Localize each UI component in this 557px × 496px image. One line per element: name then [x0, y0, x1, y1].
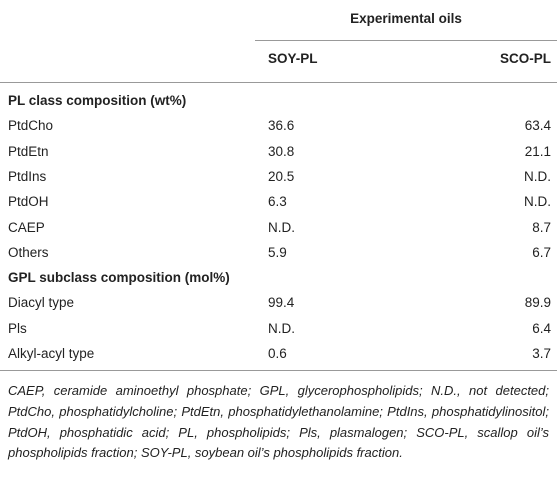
cell: N.D.: [268, 219, 295, 235]
row-label: Pls: [8, 320, 27, 336]
rule: [0, 370, 557, 371]
cell: N.D.: [524, 194, 551, 210]
cell: 3.7: [532, 346, 551, 361]
cell: N.D.: [524, 168, 551, 184]
cell: 36.6: [268, 118, 295, 134]
row-label: PtdCho: [8, 118, 54, 134]
cell: 6.3: [268, 194, 287, 210]
cell: 6.4: [532, 320, 551, 336]
cell: 30.8: [268, 143, 295, 159]
cell: 21.1: [524, 143, 551, 159]
cell: 0.6: [268, 346, 287, 361]
cell: 63.4: [524, 118, 551, 134]
cell: 99.4: [268, 295, 295, 311]
row-label: PtdIns: [8, 168, 47, 184]
footnote: CAEP, ceramide aminoethyl phosphate; GPL…: [8, 383, 549, 461]
section-title: PL class composition (wt%): [8, 93, 187, 108]
row-label: PtdEtn: [8, 143, 49, 159]
group-header: Experimental oils: [350, 11, 462, 26]
cell: 8.7: [532, 219, 551, 235]
row-label: Others: [8, 244, 49, 260]
cell: 6.7: [532, 244, 551, 260]
cell: 20.5: [268, 168, 295, 184]
section-title: GPL subclass composition (mol%): [8, 270, 230, 286]
rule: [255, 40, 557, 41]
cell: 89.9: [524, 295, 551, 311]
row-label: Alkyl-acyl type: [8, 346, 95, 361]
cell: N.D.: [268, 320, 295, 336]
row-label: Diacyl type: [8, 295, 75, 311]
column-header: SCO-PL: [499, 51, 551, 66]
cell: 5.9: [268, 244, 287, 260]
row-label: CAEP: [8, 219, 45, 235]
row-label: PtdOH: [8, 194, 49, 210]
rule: [0, 82, 557, 83]
column-header: SOY-PL: [268, 51, 318, 66]
